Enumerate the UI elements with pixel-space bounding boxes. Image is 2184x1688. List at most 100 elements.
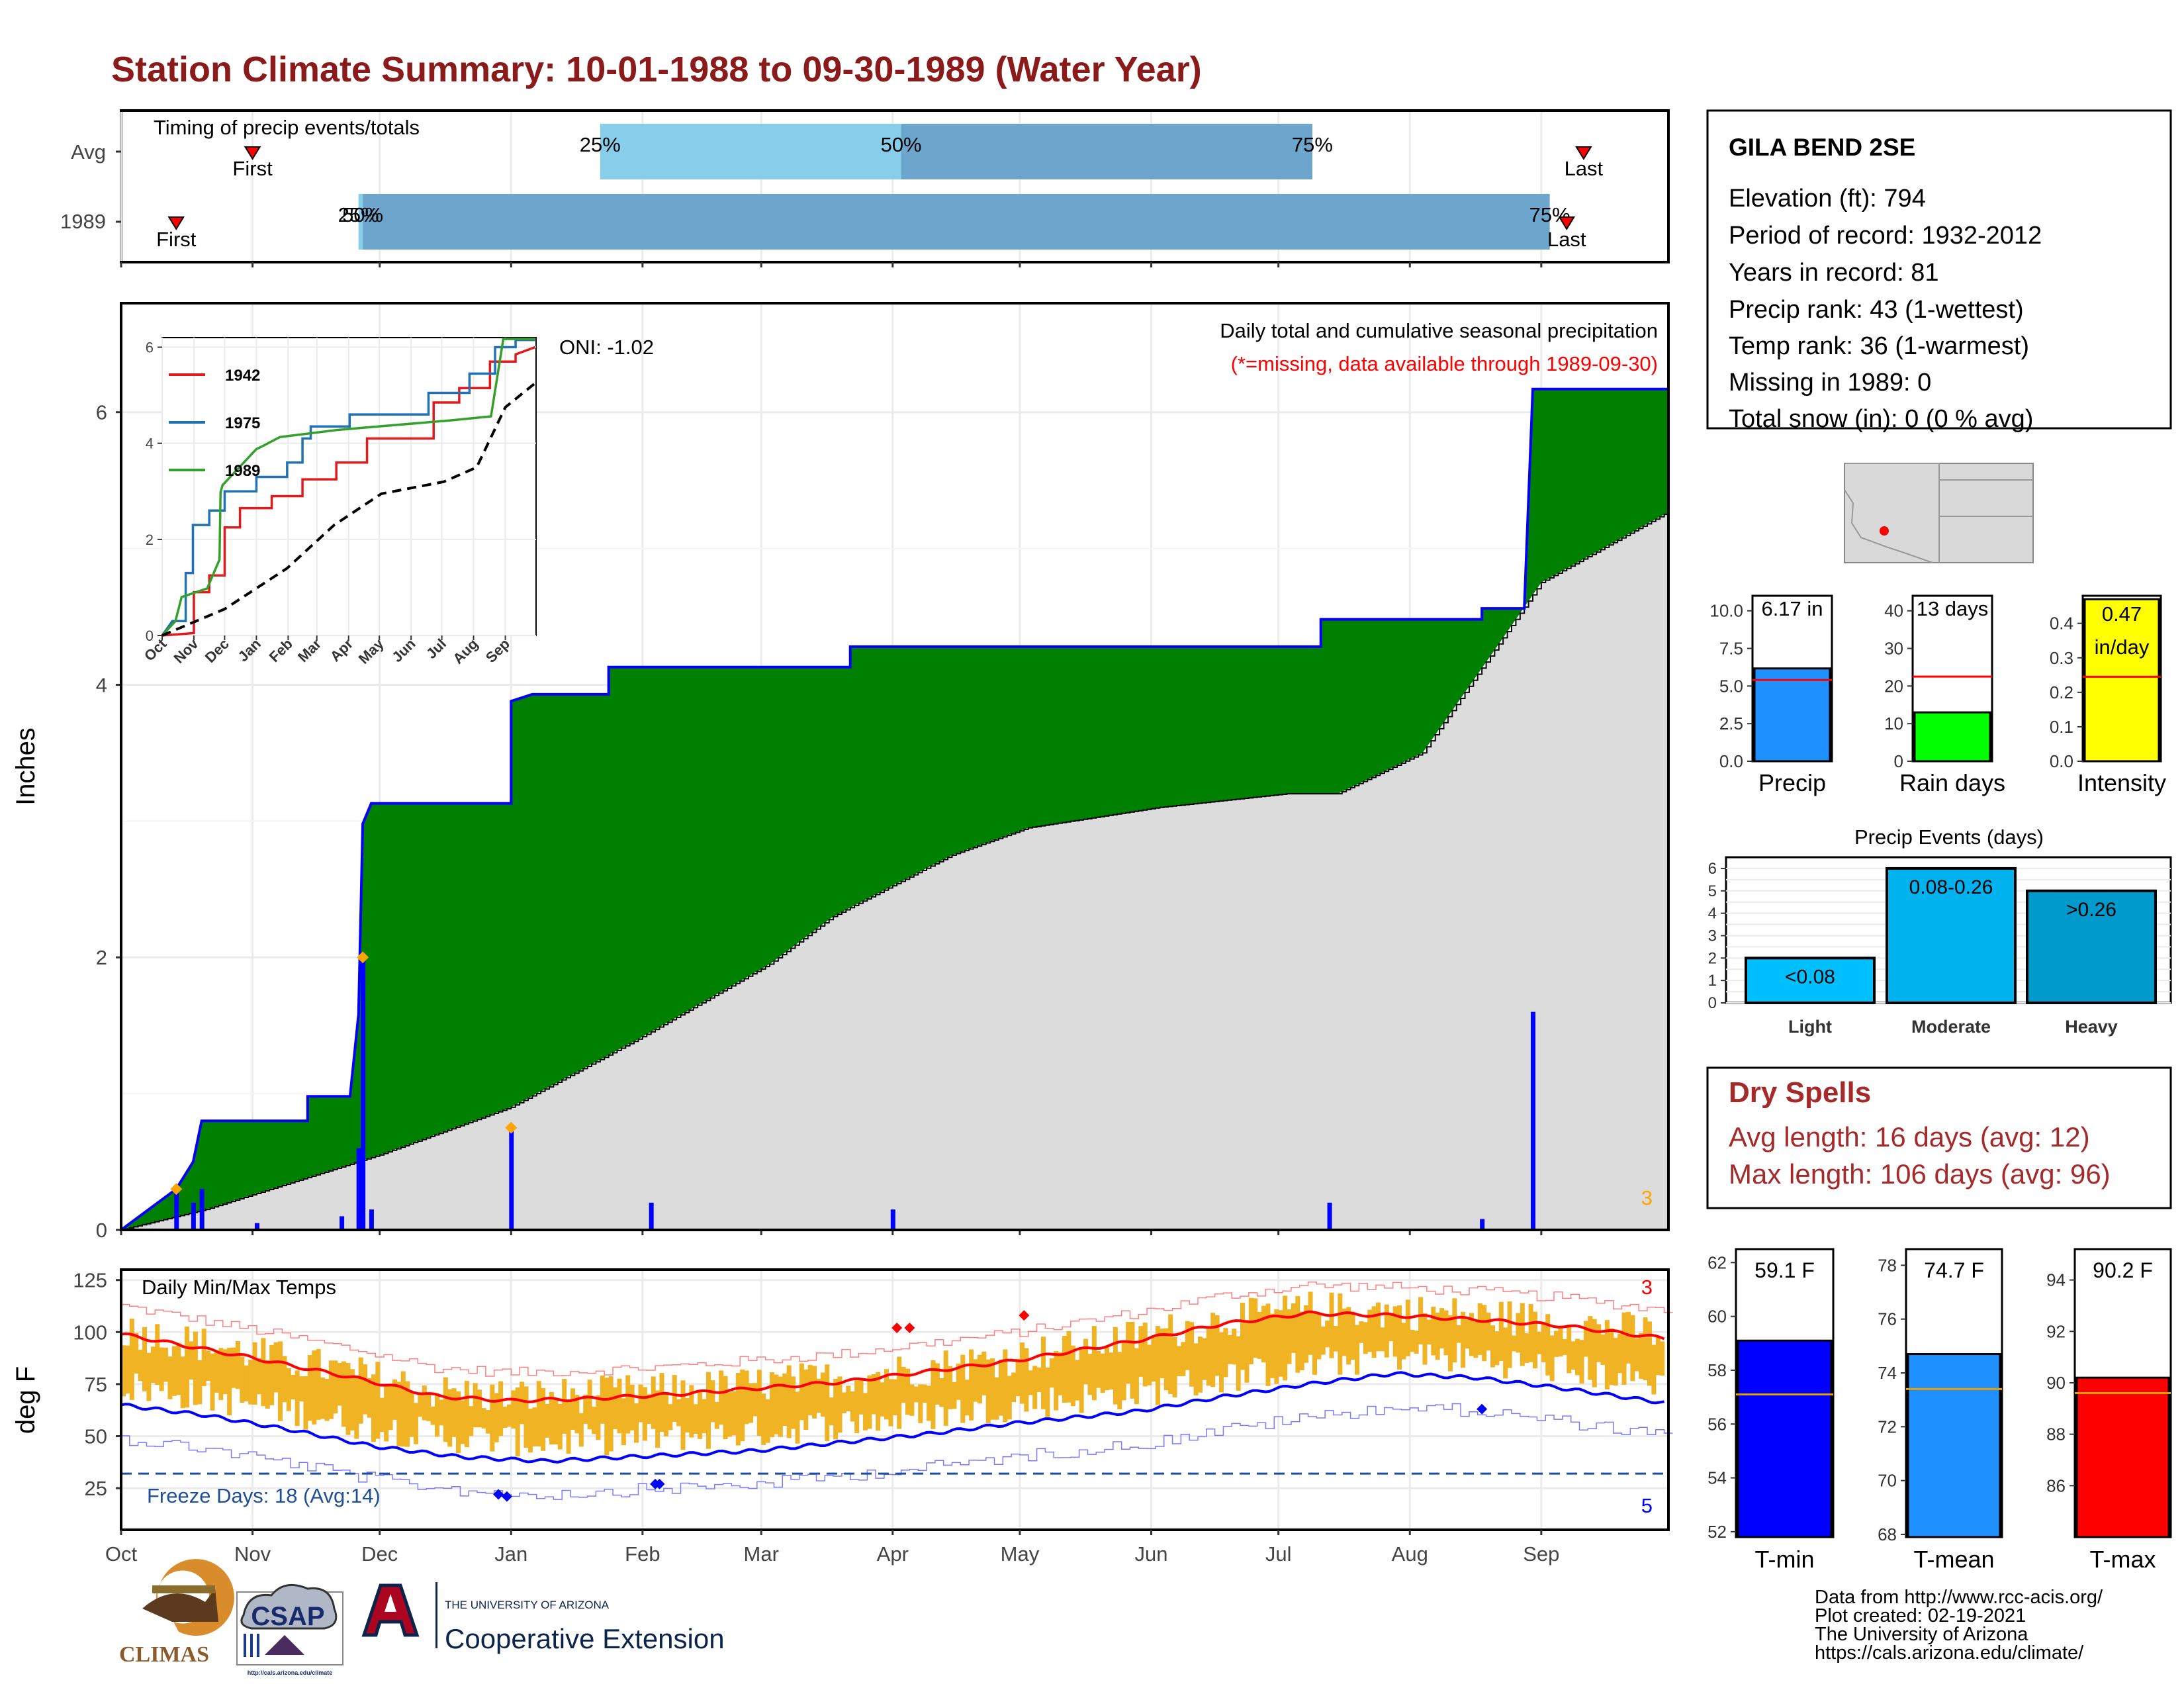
daily-temp-bar [901, 1366, 906, 1403]
daily-temp-bar [388, 1385, 393, 1430]
temp-y-tick-label: 50 [85, 1425, 107, 1448]
inset-y-tick-label: 4 [146, 436, 154, 452]
daily-temp-bar [1596, 1324, 1602, 1362]
daily-temp-bar [159, 1347, 164, 1391]
daily-temp-bar [1185, 1321, 1190, 1370]
daily-temp-bar [1223, 1328, 1228, 1378]
daily-precip-bar [174, 1189, 179, 1230]
climas-logo: CLIMAS [119, 1559, 234, 1667]
inset-y-tick-label: 6 [146, 340, 154, 356]
daily-temp-bar [515, 1387, 520, 1457]
daily-temp-bar [1604, 1320, 1610, 1389]
daily-temp-bar [1126, 1322, 1131, 1384]
daily-temp-bar [1214, 1315, 1220, 1376]
daily-temp-bar [1015, 1358, 1021, 1397]
daily-temp-bar [1588, 1316, 1593, 1380]
daily-precip-bar [1531, 1011, 1536, 1230]
daily-temp-bar [608, 1376, 614, 1452]
daily-temp-bar [265, 1360, 270, 1409]
daily-temp-bar [918, 1384, 923, 1423]
summary-tick-label: 5.0 [1719, 676, 1743, 696]
daily-temp-bar [1253, 1298, 1258, 1358]
events-tick-label: 6 [1708, 860, 1717, 878]
events-tick-label: 2 [1708, 949, 1717, 967]
daily-temp-bar [409, 1391, 414, 1437]
summary-tick-label: 0.4 [2050, 614, 2073, 633]
daily-temp-bar [1028, 1370, 1033, 1395]
daily-temp-bar [943, 1350, 948, 1426]
dry-spells-title: Dry Spells [1729, 1076, 1871, 1109]
daily-temp-bar [990, 1358, 995, 1420]
daily-temp-bar [1312, 1312, 1317, 1375]
daily-temp-bar [1163, 1328, 1169, 1391]
daily-temp-bar [1087, 1354, 1093, 1395]
daily-temp-bar [1040, 1336, 1046, 1409]
daily-temp-bar [1422, 1313, 1428, 1365]
temp-summary-tick-label: 62 [1707, 1252, 1727, 1272]
daily-temp-bar [1579, 1340, 1584, 1383]
daily-temp-bar [222, 1349, 228, 1395]
daily-temp-bar [1516, 1313, 1521, 1353]
daily-temp-bar [545, 1403, 550, 1438]
daily-temp-bar [740, 1369, 745, 1442]
daily-temp-bar [1431, 1307, 1436, 1356]
daily-temp-bar [451, 1388, 457, 1437]
summary-tick-label: 0.2 [2050, 682, 2073, 702]
daily-temp-bar [948, 1366, 953, 1409]
daily-temp-bar [1219, 1332, 1224, 1393]
daily-temp-bar [142, 1327, 148, 1391]
daily-temp-bar [324, 1379, 330, 1421]
daily-temp-bar [363, 1364, 368, 1415]
daily-temp-bar [180, 1356, 185, 1409]
daily-temp-bar [1130, 1321, 1135, 1399]
daily-temp-bar [1189, 1322, 1195, 1387]
daily-temp-bar [261, 1338, 266, 1407]
dry-spells-max: Max length: 106 days (avg: 96) [1729, 1158, 2111, 1190]
daily-temp-bar [456, 1391, 461, 1454]
daily-temp-bar [1121, 1340, 1126, 1401]
daily-temp-bar [969, 1349, 974, 1421]
daily-temp-bar [850, 1391, 855, 1422]
daily-temp-bar [1477, 1303, 1482, 1355]
temp-summary-bars: 59.1 F 52 54 56 58 60 62 T-min 74.7 F 68 70 72 74 76 7… [1707, 1248, 2172, 1573]
daily-temp-bar [333, 1360, 338, 1414]
daily-temp-bar [888, 1379, 893, 1427]
daily-temp-bar [663, 1392, 668, 1436]
daily-temp-bar [566, 1401, 571, 1454]
daily-temp-bar [880, 1382, 885, 1417]
daily-temp-bar [176, 1342, 181, 1395]
daily-temp-bar [1011, 1372, 1017, 1403]
daily-temp-bar [1494, 1331, 1500, 1366]
precip-events-chart: Precip Events (days) <0.08 Light 0.08-0.26… [1708, 825, 2172, 1037]
month-label-may: May [1001, 1542, 1040, 1566]
daily-temp-bar [227, 1347, 232, 1416]
daily-temp-bar [1498, 1301, 1504, 1362]
daily-temp-bar [1418, 1297, 1424, 1344]
summary-bar-intensity [2083, 598, 2160, 763]
daily-temp-bar [1625, 1311, 1631, 1364]
daily-temp-bar [1371, 1306, 1377, 1358]
daily-temp-bar [765, 1399, 770, 1443]
events-tick-label: 3 [1708, 927, 1717, 945]
daily-temp-bar [1342, 1308, 1347, 1356]
daily-temp-bar [1160, 1329, 1165, 1379]
daily-temp-bar [574, 1395, 580, 1434]
precip-y-tick-label: 6 [96, 401, 107, 424]
daily-temp-bar [392, 1379, 397, 1420]
daily-temp-bar [1172, 1336, 1177, 1397]
daily-temp-bar [282, 1356, 287, 1403]
events-bar-light [1745, 957, 1876, 1005]
summary-tick-label: 0.0 [1719, 751, 1743, 771]
daily-temp-bar [638, 1384, 643, 1423]
events-category-label: Heavy [2065, 1017, 2118, 1037]
daily-temp-bar [185, 1326, 190, 1408]
inset-y-tick-label: 2 [146, 532, 154, 548]
daily-temp-bar [367, 1378, 372, 1418]
precip-surplus-area [121, 389, 1668, 1231]
daily-temp-bar [1232, 1329, 1237, 1365]
daily-temp-bar [1562, 1339, 1567, 1355]
daily-temp-bar [702, 1399, 707, 1434]
daily-temp-bar [1320, 1326, 1326, 1355]
daily-temp-bar [1465, 1319, 1470, 1349]
daily-temp-bar [1024, 1348, 1029, 1412]
